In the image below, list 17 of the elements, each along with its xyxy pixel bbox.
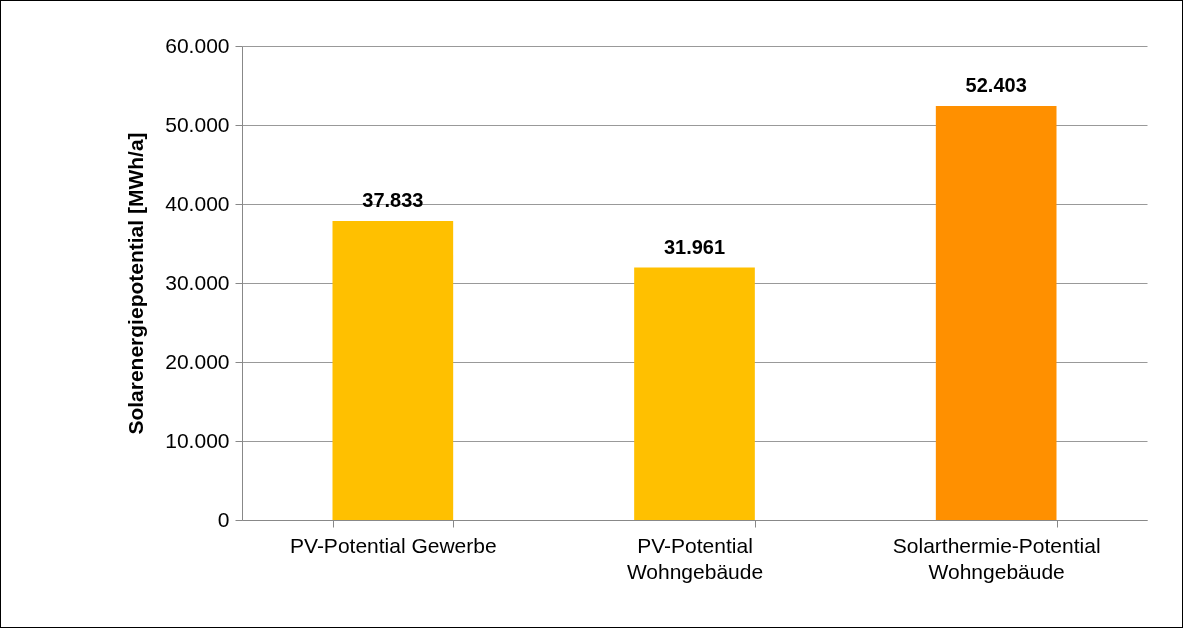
y-tick-label: 40.000 <box>165 191 230 215</box>
y-tick-label: 20.000 <box>165 349 230 373</box>
x-tick-label: PV-Potential Wohngebäude <box>626 533 764 583</box>
y-tick-label: 0 <box>217 507 230 531</box>
x-tick-label: Solarthermie-Potential Wohngebäude <box>892 533 1101 583</box>
bar <box>332 221 454 520</box>
data-label: 31.961 <box>663 235 726 258</box>
data-label: 52.403 <box>965 74 1027 97</box>
y-tick-label: 60.000 <box>165 33 230 57</box>
data-label: 37.833 <box>362 189 424 212</box>
y-tick-label: 10.000 <box>165 428 230 452</box>
bar <box>935 106 1057 520</box>
y-axis-title: Solarenergiepotential [MWh/a] <box>124 132 148 435</box>
y-tick-label: 30.000 <box>165 270 230 294</box>
y-tick-label: 50.000 <box>165 112 230 136</box>
bar <box>634 267 755 520</box>
x-tick-label: PV-Potential Gewerbe <box>290 533 497 557</box>
